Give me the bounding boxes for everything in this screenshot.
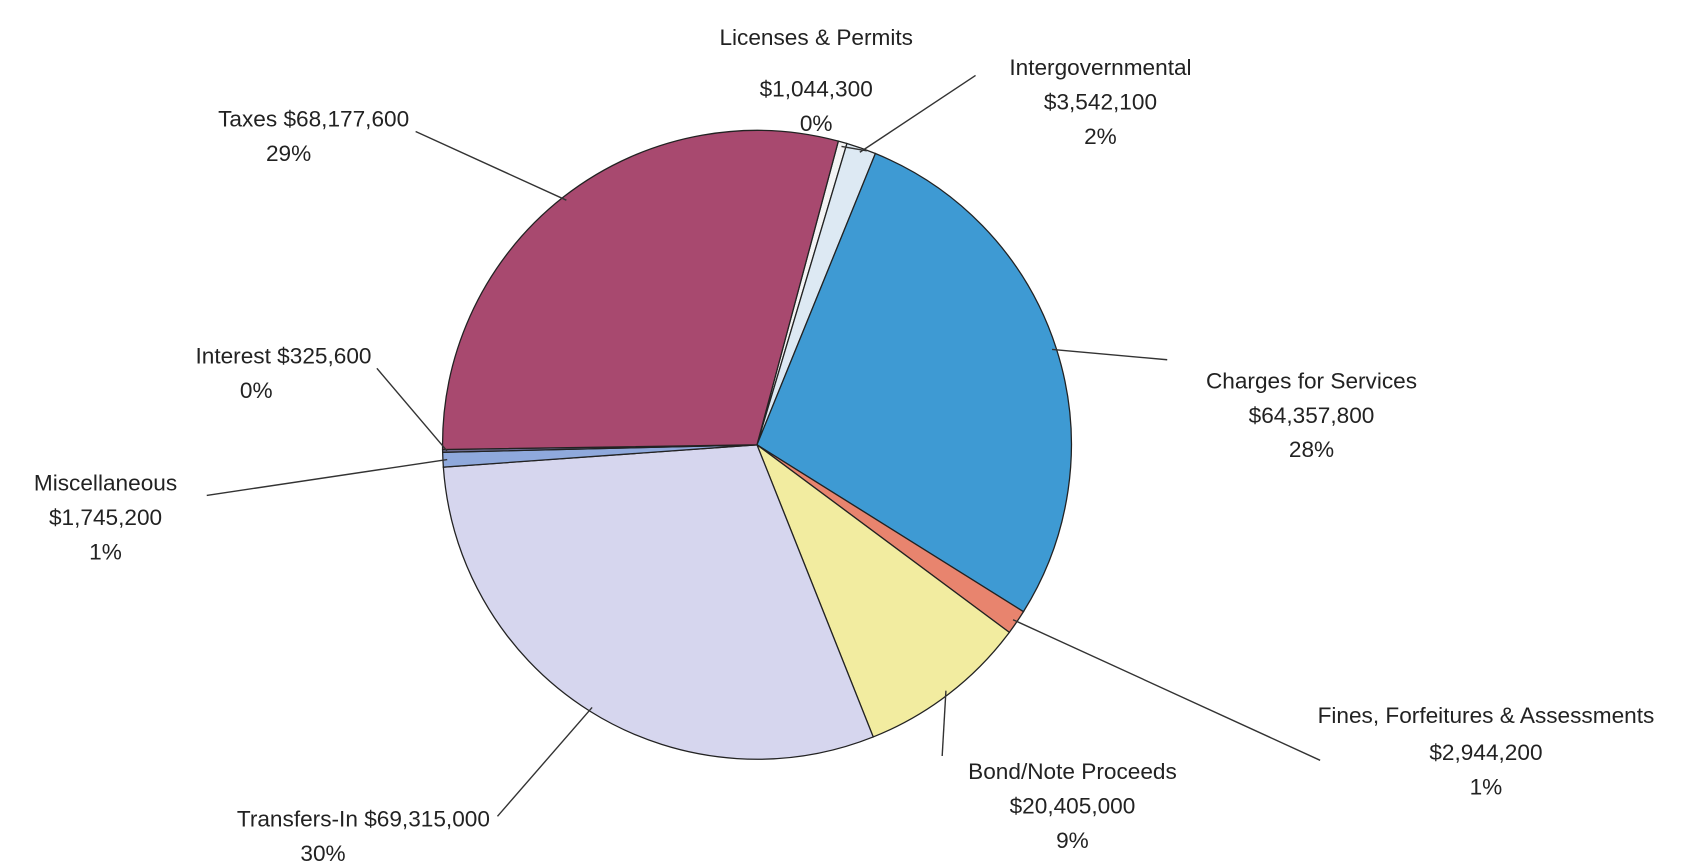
leader-line <box>1012 619 1321 761</box>
slice-label-name: Charges for Services <box>1206 368 1417 393</box>
leader-line <box>376 367 448 452</box>
slice-label-value: $325,600 <box>277 344 371 369</box>
slice-label-name: Bond/Note Proceeds <box>968 759 1177 784</box>
leader-line <box>941 690 947 757</box>
slice-label-value: $20,405,000 <box>1010 794 1136 819</box>
slice-label-percent: 9% <box>1056 828 1089 853</box>
slice-label: Interest $325,600 <box>195 344 371 369</box>
slice-label-name: Fines, Forfeitures & Assessments <box>1318 703 1655 728</box>
slice-label-value: $2,944,200 <box>1429 740 1542 765</box>
slice-label-percent: 0% <box>240 378 273 403</box>
slice-label-percent: 1% <box>1470 774 1503 799</box>
slice-label-name: Taxes <box>218 107 277 132</box>
pie-slice <box>441 129 840 451</box>
pie-slice <box>756 152 1073 613</box>
slice-label-name: Miscellaneous <box>34 471 177 496</box>
slice-label-percent: 1% <box>89 540 122 565</box>
leader-line <box>859 74 976 153</box>
slice-label-value: $64,357,800 <box>1249 403 1375 428</box>
slice-label-name: Intergovernmental <box>1009 55 1191 80</box>
slice-label-value: $1,044,300 <box>760 77 873 102</box>
slice-label-percent: 0% <box>800 111 833 136</box>
slice-label-value: $3,542,100 <box>1044 89 1157 114</box>
leader-line <box>1051 348 1168 361</box>
leader-line <box>496 707 593 817</box>
leader-line <box>415 130 567 201</box>
slice-label-name: Licenses & Permits <box>719 25 913 50</box>
pie-slice <box>755 442 1011 738</box>
slice-label: Taxes $68,177,600 <box>218 107 409 132</box>
slice-label-value: $68,177,600 <box>283 107 409 132</box>
slice-label-name: Interest <box>195 344 271 369</box>
slice-label-percent: 30% <box>300 841 345 866</box>
slice-label-name: Transfers-In <box>237 807 358 832</box>
slice-label-percent: 2% <box>1084 124 1117 149</box>
slice-label: Transfers-In $69,315,000 <box>237 807 490 832</box>
leader-line <box>206 458 448 497</box>
slice-label-value: $1,745,200 <box>49 505 162 530</box>
slice-label-percent: 28% <box>1289 437 1334 462</box>
slice-label-percent: 29% <box>266 141 311 166</box>
slice-label-value: $69,315,000 <box>364 807 490 832</box>
